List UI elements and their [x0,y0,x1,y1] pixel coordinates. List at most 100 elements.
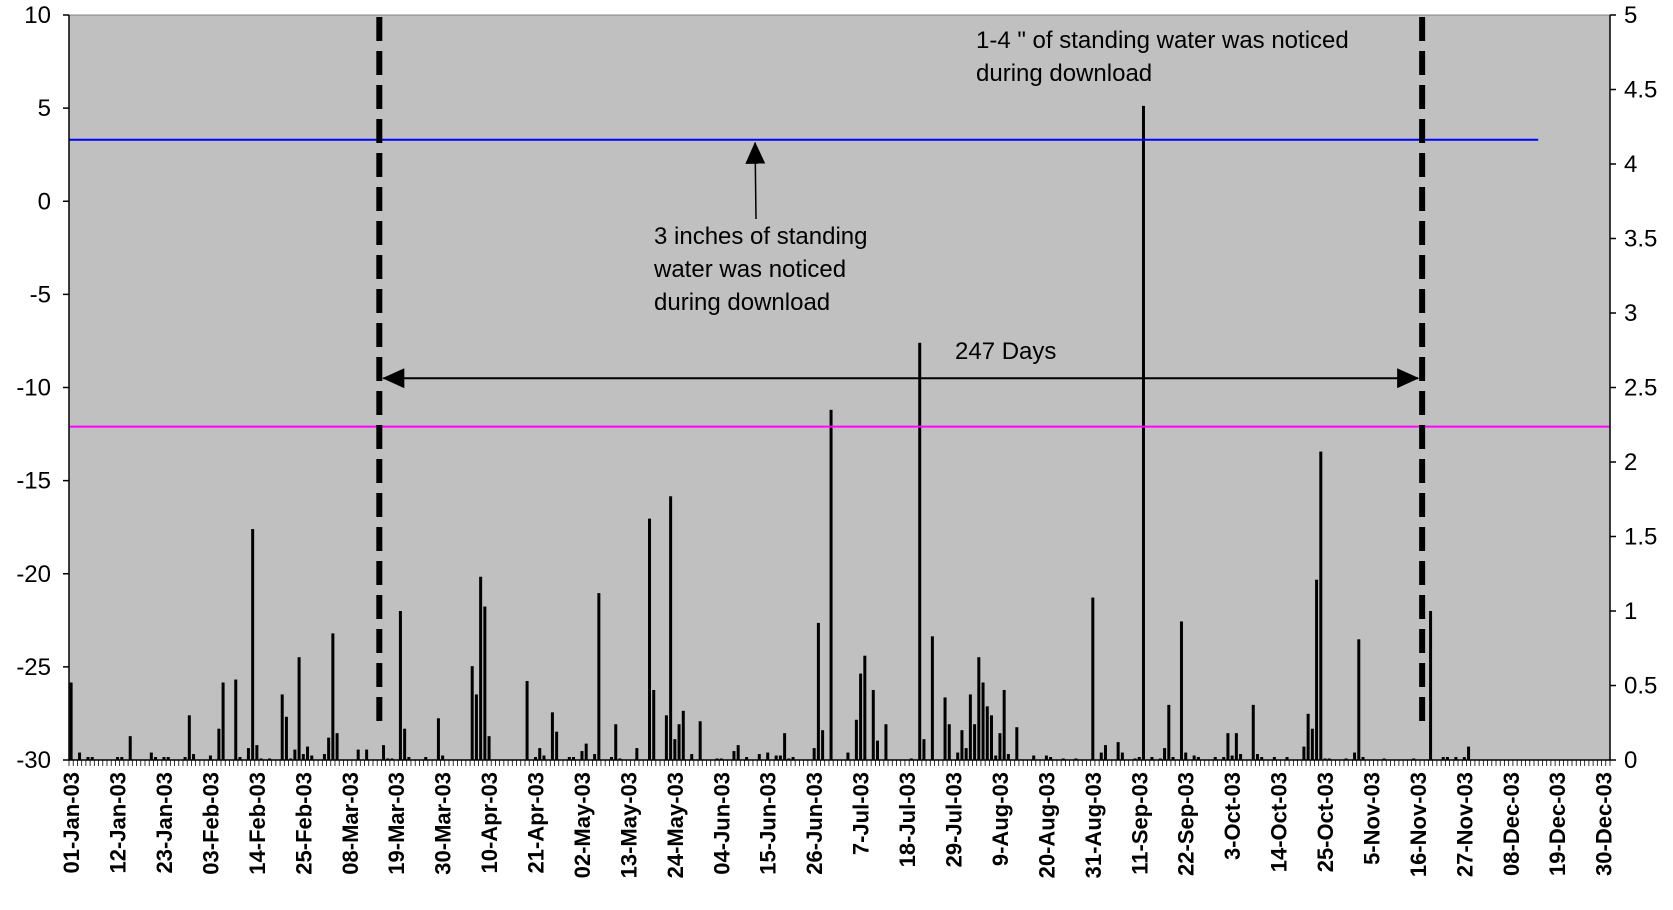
bar [306,746,310,760]
bar [284,716,288,760]
bar [732,751,736,760]
bar [829,409,833,760]
bar [572,757,576,760]
bar [280,694,284,760]
bar [567,757,571,760]
bar [1015,727,1019,760]
right-tick-label: 2.5 [1624,375,1657,402]
bar [635,748,639,760]
bar [947,724,951,760]
bar [116,757,120,760]
x-tick-label: 04-Jun-03 [709,772,734,875]
x-tick-label: 12-Jan-03 [106,772,131,874]
bar [778,755,782,760]
bar [356,749,360,760]
x-tick-label: 19-Mar-03 [384,772,409,875]
bar [1353,752,1357,760]
bar [677,724,681,760]
bar [162,757,166,760]
reference-lines [69,138,1610,428]
bar [166,757,170,760]
bar [1091,597,1095,760]
bar [698,721,702,760]
bar [1171,757,1175,760]
bar [816,622,820,760]
bar [550,712,554,760]
bar [597,593,601,760]
left-tick-label: 0 [38,188,51,215]
x-tick-label: 3-Oct-03 [1220,772,1245,860]
bar [1272,757,1276,760]
bar [542,755,546,760]
x-tick-label: 29-Jul-03 [941,772,966,867]
x-tick-label: 26-Jun-03 [802,772,827,875]
bar [981,682,985,760]
bar [1429,611,1433,760]
bar [1116,742,1120,760]
bar [736,745,740,760]
axes: 10 5 0 -5 -10 -15 -20 -25 -30 5 4.5 4 3.5 3 2.5 2 1.5 1 0.… [16,2,1657,878]
bar [956,752,960,760]
bar [297,657,301,760]
x-tick-label: 08-Mar-03 [338,772,363,875]
bar [487,736,491,760]
x-tick-label: 02-May-03 [570,772,595,878]
bar [943,697,947,760]
bar [1141,105,1145,760]
bar [757,754,761,760]
bar [648,518,652,760]
bar [791,757,795,760]
bar [192,754,196,760]
bar [1357,639,1361,760]
bar [1192,755,1196,760]
bar [301,754,305,760]
bar [930,636,934,760]
bar [1049,757,1053,760]
bar [774,755,778,760]
bar [1454,757,1458,760]
x-tick-label: 5-Nov-03 [1359,772,1384,865]
left-tick-label: 5 [38,95,51,122]
annotation-text: during download [976,60,1152,87]
bar [1306,713,1310,760]
left-tick-label: -30 [16,747,51,774]
x-tick-label: 03-Feb-03 [198,772,223,875]
bar [1255,754,1259,760]
bar [1234,733,1238,760]
bar [555,731,559,760]
bar [1226,733,1230,760]
plot-area [68,14,1611,761]
bar [246,748,250,760]
bar [238,757,242,760]
bar [234,679,238,760]
bar [1319,451,1323,760]
x-tick-label: 30-Dec-03 [1592,772,1617,876]
bar [436,718,440,760]
x-tick-label: 9-Aug-03 [988,772,1013,866]
bar [1222,757,1226,760]
bar [69,682,73,760]
bar [681,710,685,760]
bar [382,745,386,760]
bar [470,666,474,760]
bar [1099,752,1103,760]
bar [918,342,922,760]
bar [985,706,989,760]
right-tick-label: 0 [1624,747,1637,774]
annotation-text: water was noticed [653,256,846,283]
bar [610,757,614,760]
bar [322,754,326,760]
bar [854,719,858,760]
bar [964,748,968,760]
bar [403,728,407,760]
x-tick-label: 25-Feb-03 [291,772,316,875]
bar [474,694,478,760]
bar [538,748,542,760]
x-tick-label: 14-Oct-03 [1267,772,1292,872]
annotation-text: during download [654,289,830,316]
bar [1006,754,1010,760]
bar [863,655,867,760]
bar [812,748,816,760]
left-tick-label: -15 [16,468,51,495]
bar [960,730,964,760]
